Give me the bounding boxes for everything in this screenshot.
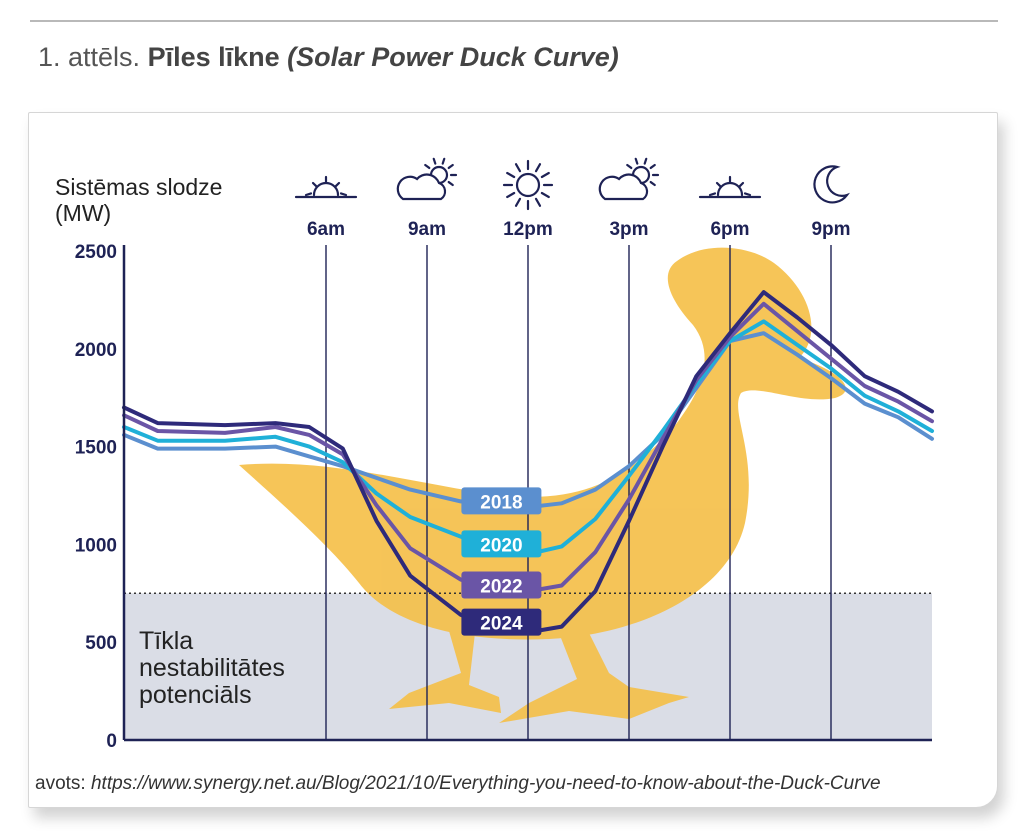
sun-ray — [441, 157, 446, 165]
duck-body — [239, 247, 846, 640]
sun-ray — [715, 181, 722, 188]
sun-ray — [649, 163, 656, 170]
sun-ray — [708, 192, 717, 197]
caption-title: Pīles līkne — [147, 42, 280, 72]
series-label-box — [461, 608, 542, 636]
sun-ray — [738, 181, 745, 188]
sun-ray — [649, 180, 656, 187]
y-tick-label: 1000 — [75, 535, 117, 556]
moon-crescent — [813, 165, 850, 204]
series-line-2022 — [122, 301, 934, 594]
sun-ray — [447, 180, 454, 187]
threshold-label-line: Tīkla — [139, 627, 193, 655]
time-marker-label: 9am — [408, 219, 446, 240]
sun-ray — [514, 197, 522, 207]
sun-ray — [743, 192, 752, 197]
source-url[interactable]: https://www.synergy.net.au/Blog/2021/10/… — [90, 773, 881, 794]
time-marker-label: 9pm — [811, 219, 850, 240]
sun-ray — [424, 163, 431, 170]
sun-ray — [432, 157, 437, 165]
threshold-label-line: nestabilitātes — [139, 654, 285, 682]
series-line-2024 — [122, 290, 934, 635]
figure-caption: 1. attēls. Pīles līkne (Solar Power Duck… — [38, 42, 619, 73]
sun-ray — [506, 191, 516, 199]
top-divider — [30, 20, 998, 22]
sun-ray — [534, 163, 542, 173]
y-axis-title-line: (MW) — [55, 200, 111, 226]
series-label-box — [461, 530, 542, 558]
series-label-2024: 2024 — [480, 614, 523, 635]
series-line-2018 — [122, 331, 934, 510]
time-marker-label: 3pm — [609, 219, 648, 240]
moon-icon — [813, 165, 850, 204]
sunrise-icon — [294, 175, 358, 199]
sun-ray — [334, 181, 341, 188]
sun-ray — [534, 197, 542, 207]
source-note: avots: https://www.synergy.net.au/Blog/2… — [35, 773, 881, 795]
y-axis-title-line: Sistēmas slodze — [55, 174, 222, 200]
sunset-icon — [698, 175, 762, 199]
cloud-shape — [396, 173, 447, 201]
sun-ray — [626, 163, 633, 170]
y-tick-label: 0 — [106, 731, 117, 752]
sun-ray — [514, 163, 522, 173]
y-tick-label: 2000 — [75, 340, 117, 361]
cloud-shape — [598, 173, 649, 201]
time-marker-label: 6am — [307, 219, 345, 240]
duck-right-foot — [499, 633, 689, 723]
sun-ray — [311, 181, 318, 188]
sun-half — [716, 181, 744, 197]
y-tick-label: 1500 — [75, 438, 117, 459]
sun-icon — [502, 159, 554, 211]
sun-ray — [634, 157, 639, 165]
cloud-sun-icon — [396, 157, 458, 201]
chart-card: Tīkla nestabilitātes potenciāls 6am 9am 12pm 3… — [28, 112, 998, 808]
caption-subtitle: (Solar Power Duck Curve) — [287, 42, 619, 72]
sun-ray — [506, 171, 516, 179]
y-tick-label: 2500 — [75, 242, 117, 263]
series-label-2022: 2022 — [480, 576, 522, 597]
sun-half — [312, 181, 340, 197]
series-label-box — [461, 487, 542, 515]
series-line-2020 — [122, 319, 934, 557]
caption-number: 1. attēls. — [38, 42, 141, 72]
sun-ray — [643, 157, 648, 165]
sun-disc — [515, 172, 541, 198]
series-label-2018: 2018 — [480, 492, 522, 513]
sun-ray — [339, 192, 348, 197]
source-prefix: avots: — [35, 773, 86, 794]
sun-ray — [540, 171, 550, 179]
time-marker-label: 6pm — [710, 219, 749, 240]
threshold-label-line: potenciāls — [139, 681, 252, 709]
cloud-sun-icon — [598, 157, 660, 201]
series-label-box — [461, 571, 542, 599]
sun-ray — [447, 163, 454, 170]
y-tick-label: 500 — [85, 633, 117, 654]
series-label-2020: 2020 — [480, 535, 522, 556]
time-marker-label: 12pm — [503, 219, 553, 240]
sun-ray — [540, 191, 550, 199]
duck-left-foot — [389, 631, 501, 713]
sun-ray — [304, 192, 313, 197]
